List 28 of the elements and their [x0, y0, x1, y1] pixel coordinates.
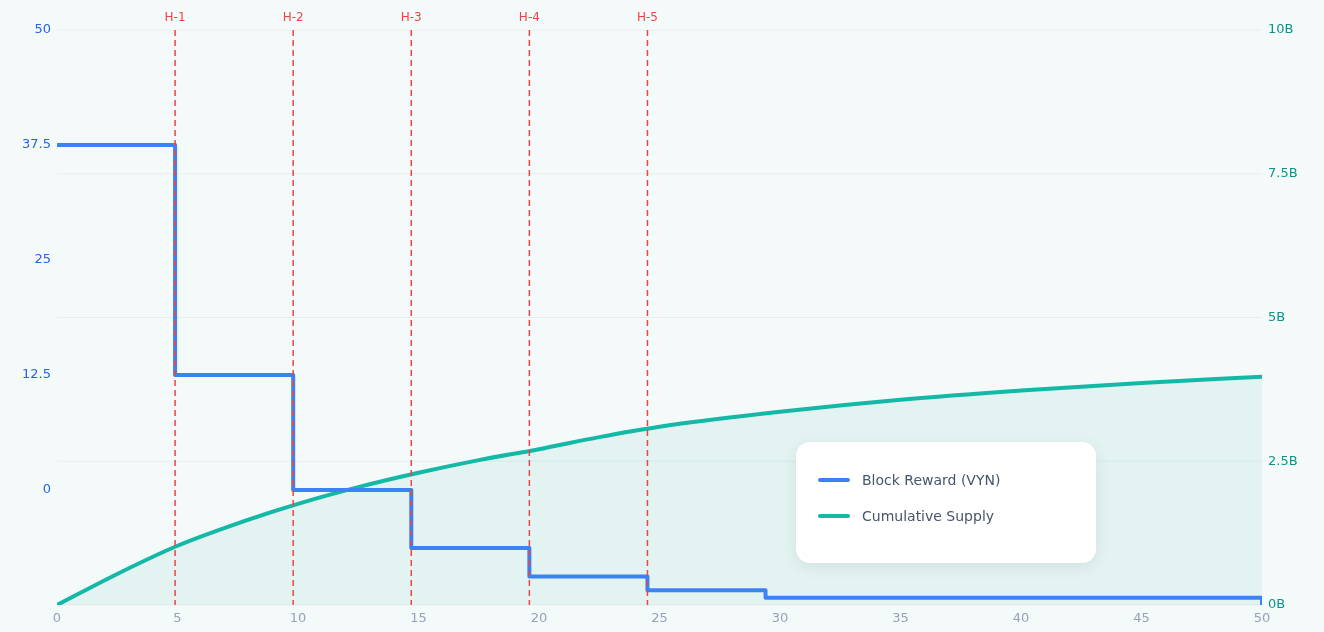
- x-tick-label: 30: [771, 610, 789, 626]
- x-tick-label: 35: [892, 610, 909, 626]
- y-tick-label: 50: [34, 21, 51, 37]
- x-tick-label: 0: [52, 610, 62, 626]
- x-tick-label: 50: [1253, 610, 1271, 626]
- x-tick-label: 5: [173, 610, 182, 626]
- y-tick-label: 25: [34, 251, 51, 267]
- ref-line-label: H-4: [518, 10, 540, 25]
- ref-line-label: H-2: [282, 10, 304, 25]
- y2-tick-label: 10B: [1268, 21, 1294, 37]
- legend-label: Block Reward (VYN): [862, 472, 1001, 488]
- x-tick-label: 25: [651, 610, 668, 626]
- x-tick-label: 45: [1133, 610, 1150, 626]
- x-tick-label: 20: [530, 610, 548, 626]
- y2-tick-label: 2.5B: [1268, 452, 1298, 468]
- x-tick-label: 15: [410, 610, 427, 626]
- y2-tick-label: 5B: [1268, 308, 1286, 324]
- ref-line-label: H-1: [164, 10, 186, 25]
- y-tick-label: 12.5: [22, 366, 51, 382]
- x-tick-label: 10: [289, 610, 307, 626]
- ref-line-label: H-5: [636, 10, 658, 25]
- y-tick-label: 0: [42, 481, 51, 497]
- x-tick-label: 40: [1012, 610, 1030, 626]
- y-tick-label: 37.5: [22, 136, 51, 152]
- y2-tick-label: 0B: [1268, 596, 1286, 612]
- y2-tick-label: 7.5B: [1268, 165, 1298, 181]
- legend-label: Cumulative Supply: [862, 508, 995, 524]
- ref-line-label: H-3: [400, 10, 422, 25]
